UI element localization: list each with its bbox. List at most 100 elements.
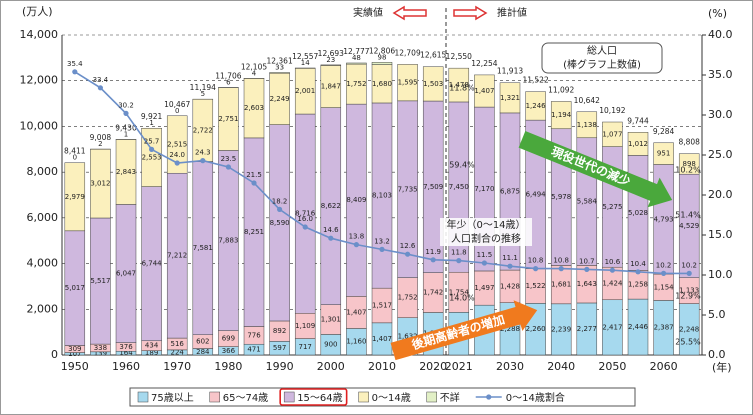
x-tick-label: 2000 (317, 360, 345, 373)
x-tick-label: 2020 (419, 360, 447, 373)
total-label: 8,808 (678, 138, 700, 147)
x-tick-label: 2030 (496, 360, 524, 373)
data-label: 776 (247, 331, 261, 339)
data-label: 309 (68, 345, 81, 353)
y2-tick-label: 5.0 (708, 308, 726, 321)
line-point (353, 242, 359, 248)
data-label: 5,028 (628, 209, 648, 217)
data-label: 1,258 (628, 281, 648, 289)
bar-segment (448, 67, 470, 103)
data-label: 7,170 (474, 185, 494, 193)
line-point (507, 263, 513, 269)
line-label: 18.2 (272, 197, 288, 205)
y2-tick-label: 35.0 (708, 68, 733, 81)
data-label: 1,109 (295, 322, 315, 330)
legend-label: 75歳以上 (151, 392, 194, 404)
data-label: 6 (226, 78, 231, 86)
total-label: 9,921 (141, 112, 163, 121)
data-label: 2,260 (526, 325, 546, 333)
line-point (379, 246, 385, 252)
data-label: 6,744 (142, 260, 163, 268)
bar-segment (474, 74, 495, 108)
legend-label: 65～74歳 (223, 392, 268, 404)
data-label: 1,632 (398, 332, 418, 340)
data-label: 338 (94, 344, 107, 352)
line-label: 10.8 (528, 257, 544, 265)
total-title: 総人口 (587, 44, 617, 57)
data-label: 717 (299, 343, 312, 351)
total-label: 12,254 (471, 59, 497, 68)
share: 14.0% (449, 294, 475, 303)
line-point (533, 266, 539, 272)
data-label: 1 (124, 130, 128, 138)
data-label: 8,716 (295, 210, 316, 218)
data-label: 1,680 (372, 80, 392, 88)
data-label: 2 (98, 140, 102, 148)
x-tick-label: 1990 (266, 360, 294, 373)
y2-tick-label: 30.0 (708, 108, 733, 121)
data-label: 1,681 (551, 281, 571, 289)
legend-label: 0～14歳割合 (506, 391, 565, 404)
data-label: 6,875 (500, 187, 520, 195)
data-label: 5 (201, 90, 205, 98)
arrow-left (392, 5, 427, 21)
line-point (251, 180, 257, 186)
line-point (225, 164, 231, 170)
x-tick-label: 2050 (598, 360, 626, 373)
data-label: 98 (378, 53, 387, 61)
data-label: 602 (196, 338, 209, 346)
total-box (541, 42, 663, 74)
line-label: 24.3 (195, 149, 211, 157)
bar-segment (550, 101, 572, 130)
line-label: 21.5 (246, 171, 262, 179)
data-label: 23 (326, 56, 335, 64)
data-label: 900 (324, 341, 337, 349)
data-label: 4,793 (654, 215, 674, 223)
legend-swatch (137, 391, 149, 403)
total-label: 12,806 (369, 46, 395, 55)
y-tick-label: 6,000 (27, 211, 59, 224)
data-label: 1,321 (500, 94, 520, 102)
data-label: 284 (196, 348, 210, 356)
total-label: 9,008 (90, 133, 112, 142)
data-label: 1,754 (449, 288, 470, 296)
data-label: 434 (145, 342, 159, 350)
data-label: 4 (252, 69, 257, 77)
data-label: 471 (247, 346, 260, 354)
data-label: 7,212 (167, 252, 187, 260)
total-label: 11,194 (190, 83, 216, 92)
line-label: 11.1 (502, 254, 518, 262)
line-point (558, 266, 564, 272)
line-label: 25.7 (144, 137, 160, 145)
data-label: 5,978 (551, 193, 571, 201)
y-tick-label: 4,000 (27, 257, 59, 270)
line-label: 24.0 (169, 151, 185, 159)
total-label: 11,706 (215, 71, 241, 80)
total-label: 12,615 (420, 51, 446, 60)
data-label: 1,407 (346, 308, 366, 316)
bar-segment (269, 72, 290, 74)
bar-segment (499, 82, 521, 114)
legend-label: 15～64歳 (297, 392, 342, 404)
data-label: 1,497 (474, 284, 494, 292)
line-point (635, 269, 641, 275)
bar-segment (371, 62, 393, 65)
total-label: 12,693 (318, 49, 344, 58)
y2-tick-label: 25.0 (708, 148, 733, 161)
line-label: 10.2 (681, 261, 697, 269)
data-label: 189 (145, 349, 158, 357)
line-point (405, 251, 411, 257)
data-label: 2,001 (295, 87, 315, 95)
data-label: 2,843 (116, 168, 136, 176)
x-tick-label: 2021 (445, 360, 473, 373)
x-tick-label: 2040 (547, 360, 575, 373)
data-label: 139 (94, 349, 107, 357)
data-label: 376 (119, 343, 133, 351)
data-label: 1,154 (654, 283, 675, 291)
data-label: 8,622 (321, 202, 341, 210)
data-label: 1,522 (526, 282, 546, 290)
y-tick-label: 2,000 (27, 302, 59, 315)
data-label: 1,160 (346, 338, 366, 346)
data-label: 7,883 (218, 237, 238, 245)
bar-segment (346, 62, 367, 65)
